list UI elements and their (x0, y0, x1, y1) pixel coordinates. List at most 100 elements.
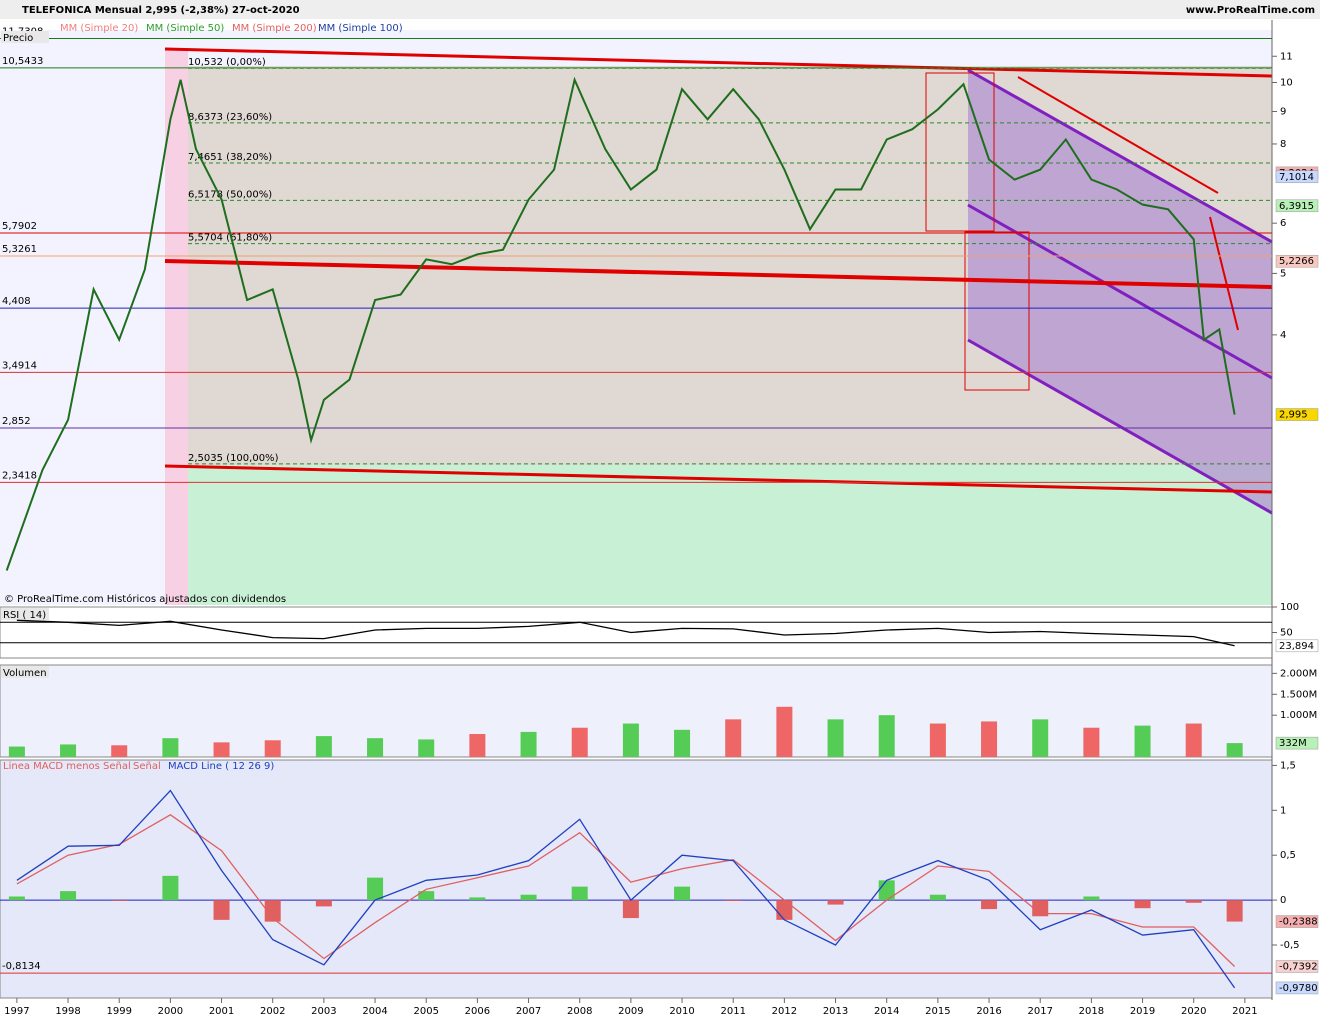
bar (1226, 743, 1243, 757)
price-label-bg (1275, 199, 1319, 213)
y-tick-label: 2.000M (1280, 668, 1317, 679)
histogram-bar (878, 880, 895, 901)
bar (878, 715, 895, 757)
y-tick-label: 1,5 (1280, 760, 1296, 771)
x-tick-label: 2021 (1232, 1006, 1257, 1017)
level-label: 10,5433 (2, 56, 43, 67)
box (964, 231, 1030, 391)
trend-line (164, 259, 1273, 289)
x-tick-label: 2014 (874, 1006, 899, 1017)
x-tick-label: 2011 (720, 1006, 745, 1017)
histogram-bar (8, 896, 25, 901)
price-label-bg (1275, 915, 1319, 928)
price-label: 6,3915 (1279, 201, 1314, 212)
panel-title: Volumen (3, 668, 47, 679)
bar (469, 734, 486, 757)
price-label-bg (1275, 981, 1319, 995)
price-label: 332M (1279, 738, 1307, 749)
trend-line (164, 464, 1273, 494)
box (925, 72, 995, 232)
histogram-bar (213, 900, 230, 920)
price-label-bg (1275, 639, 1319, 653)
x-tick-label: 2007 (516, 1006, 541, 1017)
histogram-bar (929, 894, 946, 901)
bar (1134, 725, 1151, 757)
x-tick-label: 2012 (772, 1006, 797, 1017)
arrow (1209, 216, 1239, 331)
bar (674, 729, 691, 757)
x-tick-label: 1999 (106, 1006, 131, 1017)
bar (367, 738, 384, 757)
legend-entry: Linea MACD menos Señal (3, 761, 131, 772)
bar (571, 727, 588, 757)
legend-entry: Señal (133, 761, 161, 772)
series-line (16, 619, 1235, 647)
x-tick-label: 2009 (618, 1006, 643, 1017)
y-tick-label: 100 (1280, 602, 1299, 613)
footnote: © ProRealTime.com Históricos ajustados c… (4, 593, 286, 605)
histogram-bar (520, 894, 537, 901)
y-tick-label: 1 (1280, 805, 1286, 816)
header-title: TELEFONICA Mensual 2,995 (-2,38%) 27-oct… (22, 5, 300, 16)
panel-bg (0, 759, 1273, 999)
bar (622, 723, 639, 757)
histogram-bar (1134, 900, 1151, 909)
histogram-bar (827, 900, 844, 905)
histogram-bar (60, 891, 77, 901)
level-label: -0,8134 (2, 961, 41, 972)
price-label: 2,995 (1279, 410, 1308, 421)
indicator-legend: MM (Simple 100) (318, 23, 403, 34)
panel-label-bg (1, 608, 49, 620)
histogram-bar (725, 900, 742, 902)
y-tick-label: 1.000M (1280, 710, 1317, 721)
indicator-legend: MM (Simple 20) (60, 23, 138, 34)
panel-label-bg (1, 31, 49, 43)
level-label: 5,3261 (2, 244, 37, 255)
histogram-bar (367, 877, 384, 901)
bar (111, 745, 128, 757)
legend-entry: MACD Line ( 12 26 9) (168, 761, 274, 772)
zone (188, 465, 1272, 605)
price-label-bg (1275, 960, 1319, 973)
y-tick-label: 6 (1280, 218, 1286, 229)
y-tick-label: 0,5 (1280, 850, 1296, 861)
histogram-bar (1185, 900, 1202, 903)
trend-line (164, 47, 1273, 78)
bar (1032, 719, 1049, 757)
header-site: www.ProRealTime.com (1186, 5, 1315, 16)
y-tick-label: 5 (1280, 268, 1286, 279)
bar (520, 731, 537, 757)
bar (8, 746, 25, 757)
fib-label: 8,6373 (23,60%) (188, 112, 272, 123)
indicator-legend: MM (Simple 200) (232, 23, 317, 34)
x-tick-label: 2004 (362, 1006, 387, 1017)
arrow (1017, 76, 1219, 194)
histogram-bar (111, 900, 128, 902)
x-tick-label: 2016 (976, 1006, 1001, 1017)
histogram-bar (981, 900, 998, 910)
histogram-bar (264, 900, 281, 922)
indicator-legend: MM (Simple 50) (146, 23, 224, 34)
series-line (5, 76, 1236, 571)
x-tick-label: 2013 (823, 1006, 848, 1017)
bar (725, 719, 742, 757)
price-label-bg (1275, 736, 1319, 750)
bar (1083, 727, 1100, 757)
price-label: 5,2266 (1279, 256, 1314, 267)
y-tick-label: 50 (1280, 628, 1293, 639)
price-label: -0,9780 (1279, 983, 1318, 994)
histogram-bar (776, 900, 793, 920)
y-tick-label: 0 (1280, 895, 1286, 906)
y-tick-label: 1.500M (1280, 689, 1317, 700)
price-label-bg (1275, 408, 1319, 421)
bar (213, 742, 230, 757)
price-label: 23,894 (1279, 641, 1314, 652)
histogram-bar (674, 886, 691, 901)
y-tick-label: 10 (1280, 78, 1293, 89)
x-tick-label: 2005 (413, 1006, 438, 1017)
header-bar (0, 0, 1320, 19)
y-tick-label: 8 (1280, 139, 1286, 150)
panel-title: Precio (3, 33, 33, 44)
price-label: -0,7392 (1279, 961, 1318, 972)
x-tick-label: 2002 (260, 1006, 285, 1017)
